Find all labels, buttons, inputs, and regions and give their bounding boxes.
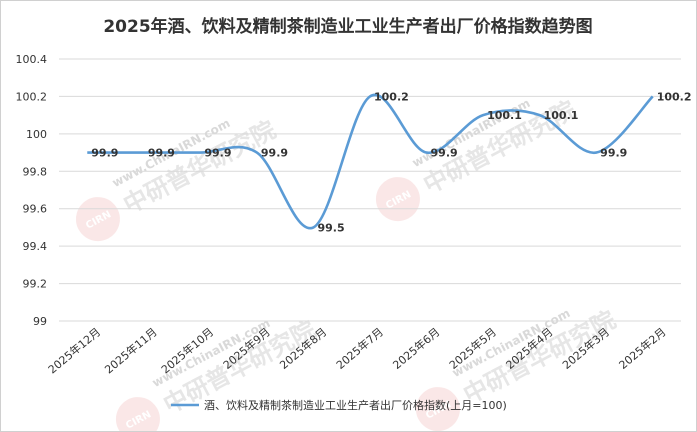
- data-label: 100.1: [544, 109, 579, 122]
- watermark-logo: [375, 177, 420, 222]
- y-tick-label: 99.8: [23, 165, 48, 178]
- data-label: 99.9: [261, 147, 288, 160]
- y-tick-label: 100.2: [16, 90, 48, 103]
- watermark-logo: [415, 387, 460, 431]
- watermark-logo: [75, 197, 120, 242]
- y-tick-label: 100.4: [16, 53, 48, 66]
- y-tick-label: 99.2: [23, 278, 48, 291]
- x-tick-label: 2025年7月: [333, 325, 386, 372]
- watermark-layer: www.ChinaIRN.com中研普华研究院CIRNwww.ChinaIRN.…: [75, 96, 620, 431]
- data-labels: 99.9 99.9 99.9 99.9 99.5 100.2 99.9 100.1 100.1 9…: [91, 90, 691, 234]
- chart-title: 2025年酒、饮料及精制茶制造业工业生产者出厂价格指数趋势图: [103, 16, 592, 37]
- x-tick-label: 2025年2月: [616, 325, 669, 372]
- data-label: 100.1: [487, 109, 522, 122]
- series-line: [87, 93, 654, 230]
- legend[interactable]: 酒、饮料及精制茶制造业工业生产者出厂价格指数(上月=100): [171, 398, 507, 412]
- y-tick-label: 99: [33, 315, 47, 328]
- data-label: 100.2: [657, 90, 692, 103]
- y-tick-label: 99.6: [23, 203, 48, 216]
- data-label: 99.9: [148, 147, 175, 160]
- y-tick-label: 99.4: [23, 240, 48, 253]
- y-axis-ticks: 99 99.2 99.4 99.6 99.8 100 100.2 100.4: [16, 53, 48, 328]
- data-label: 99.9: [91, 147, 118, 160]
- x-tick-label: 2025年12月: [45, 325, 103, 377]
- data-label: 99.9: [600, 147, 627, 160]
- data-label: 99.5: [317, 221, 344, 234]
- x-tick-label: 2025年6月: [390, 325, 443, 372]
- data-label: 100.2: [374, 90, 409, 103]
- data-label: 99.9: [204, 147, 231, 160]
- watermark-logo: [115, 397, 160, 431]
- legend-label: 酒、饮料及精制茶制造业工业生产者出厂价格指数(上月=100): [204, 398, 507, 412]
- data-label: 99.9: [431, 147, 458, 160]
- y-tick-label: 100: [26, 128, 47, 141]
- gridlines: [59, 58, 681, 322]
- x-tick-label: 2025年11月: [102, 325, 160, 377]
